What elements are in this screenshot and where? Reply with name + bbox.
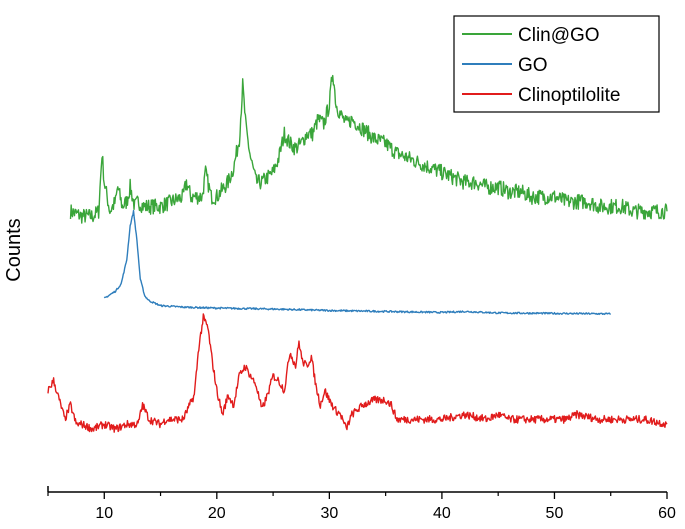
legend: Clin@GO GO Clinoptilolite bbox=[453, 15, 660, 113]
legend-label-0: Clin@GO bbox=[518, 25, 600, 46]
plot-lines bbox=[47, 74, 668, 433]
x-axis: 10 20 30 40 50 60 bbox=[47, 486, 676, 522]
legend-label-1: GO bbox=[518, 55, 548, 76]
y-axis-label: Counts bbox=[3, 218, 25, 281]
series-line-1 bbox=[103, 209, 611, 316]
x-tick-label-20: 20 bbox=[208, 505, 226, 522]
x-tick-label-40: 40 bbox=[433, 505, 451, 522]
series-line-2 bbox=[47, 313, 668, 433]
legend-label-2: Clinoptilolite bbox=[518, 85, 620, 106]
x-tick-label-10: 10 bbox=[95, 505, 113, 522]
x-tick-label-30: 30 bbox=[320, 505, 338, 522]
series-line-0 bbox=[69, 74, 668, 224]
x-tick-label-50: 50 bbox=[546, 505, 564, 522]
x-tick-label-60: 60 bbox=[658, 505, 676, 522]
